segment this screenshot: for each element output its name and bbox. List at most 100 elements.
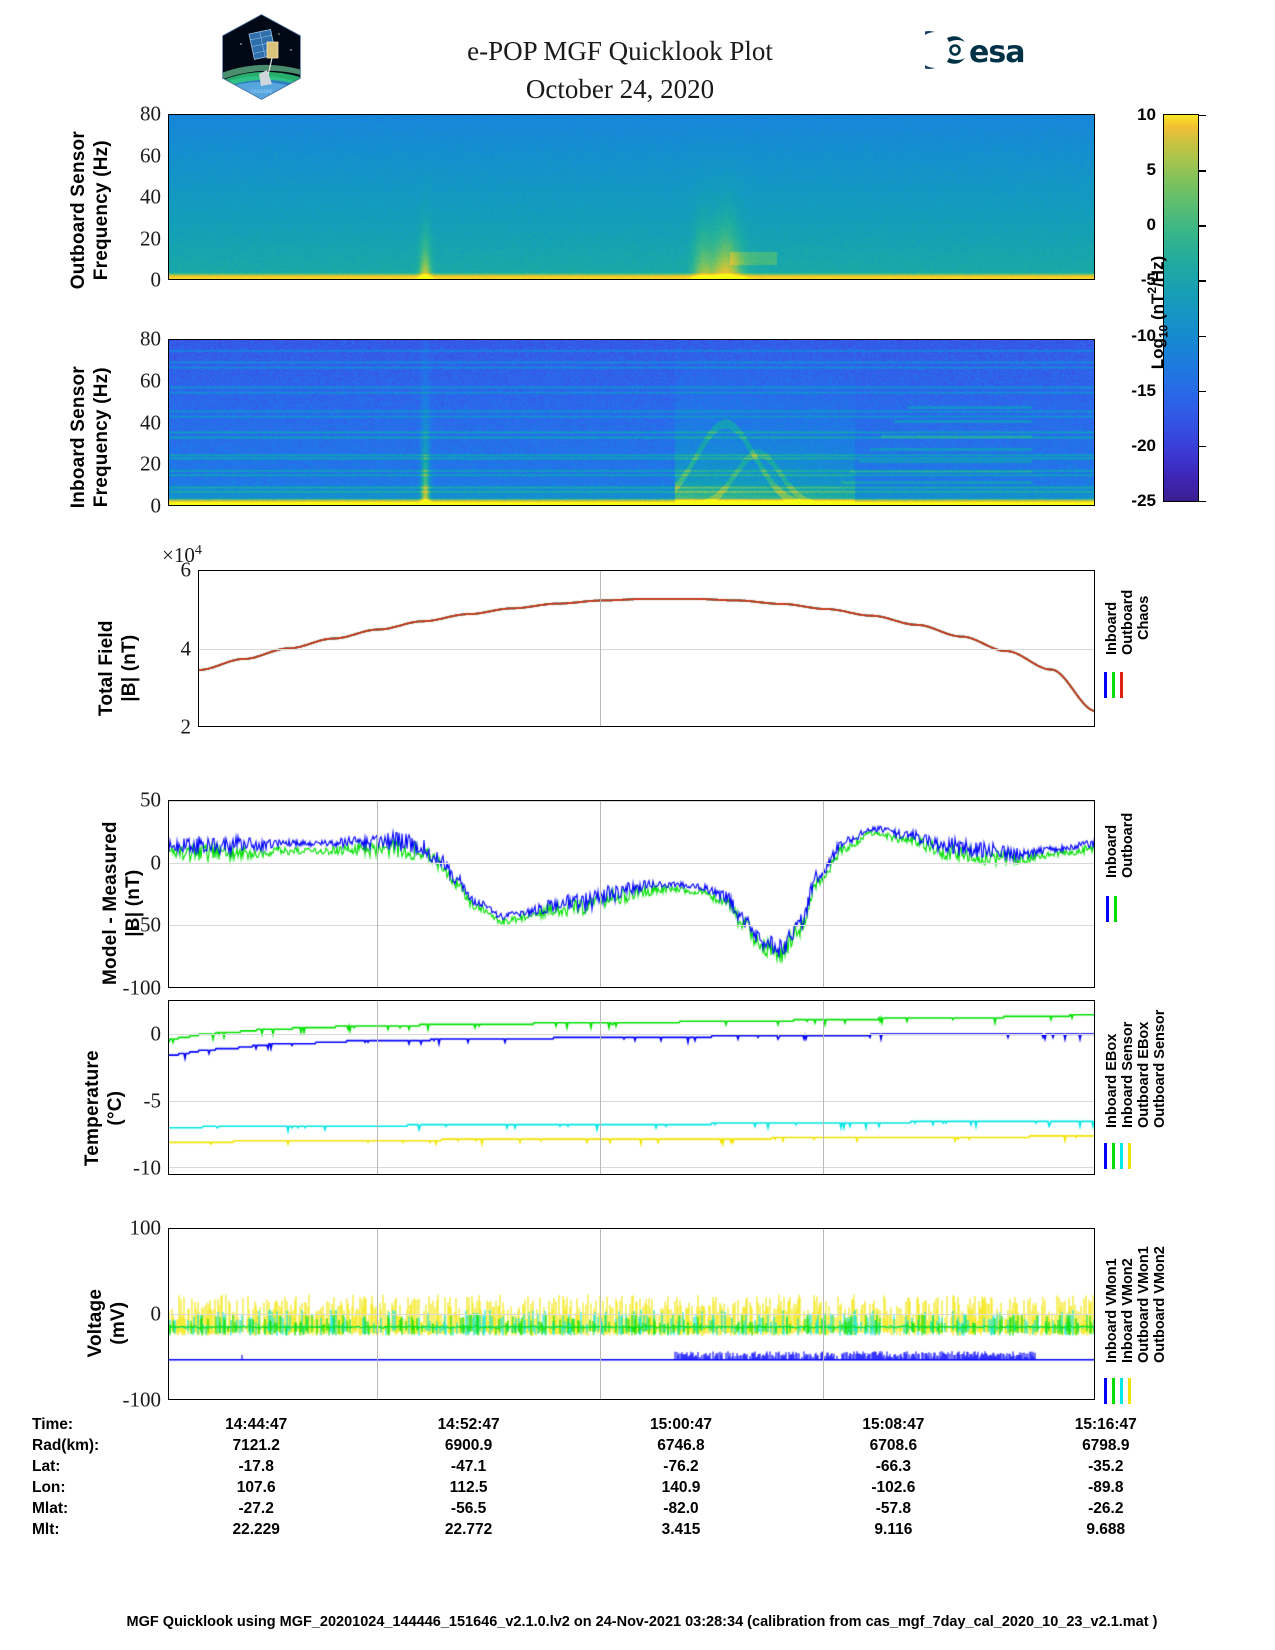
table-row-mlat: Mlat: -27.2 -56.5 -82.0 -57.8 -26.2 [32, 1498, 1212, 1519]
table-row-time: Time: 14:44:47 14:52:47 15:00:47 15:08:4… [32, 1414, 1212, 1435]
table-row-rad: Rad(km): 7121.2 6900.9 6746.8 6708.6 679… [32, 1435, 1212, 1456]
temperature-legend-inboard-sensor: Inboard Sensor [1120, 1021, 1136, 1128]
legend-swatch-outboard-ebox [1120, 1143, 1123, 1169]
cell-lon-0: 107.6 [236, 1478, 276, 1496]
model-measured-legend-outboard: Outboard [1120, 812, 1136, 878]
inboard-sensor-spectrogram [168, 339, 1095, 506]
ytick-0: 0 [150, 850, 162, 875]
cell-rad-4: 6798.9 [1082, 1436, 1130, 1454]
cell-rad-1: 6900.9 [444, 1436, 493, 1454]
row-label-mlat: Mlat: [32, 1499, 69, 1517]
total-field-legend-inboard: Inboard [1104, 601, 1120, 655]
voltage-plot [168, 1228, 1095, 1400]
ytick-60: 60 [140, 143, 161, 167]
ytick-80: 80 [140, 101, 161, 126]
ytick-40: 40 [140, 184, 161, 209]
colorbar-tick-m20: -20 [1131, 435, 1156, 455]
ytick-0: 0 [150, 1021, 162, 1046]
temperature-legend-swatches [1104, 1143, 1131, 1169]
temperature-legend-inboard-ebox: Inboard EBox [1104, 1033, 1120, 1128]
temperature-legend-outboard-ebox: Outboard EBox [1136, 1021, 1152, 1128]
legend-swatch-outboard-vmon2 [1128, 1378, 1131, 1404]
model-measured-legend-swatches [1106, 896, 1117, 922]
outboard-spec-ylabel: Outboard Sensor Frequency (Hz) [67, 131, 112, 290]
cell-lon-2: 140.9 [661, 1478, 701, 1496]
ytick-m5: -5 [143, 1088, 162, 1113]
cell-lat-3: -66.3 [875, 1457, 912, 1475]
cell-lat-0: -17.8 [238, 1457, 274, 1475]
legend-swatch-chaos [1120, 672, 1123, 698]
colorbar-tick-m5: -5 [1140, 270, 1156, 290]
row-label-lat: Lat: [32, 1457, 61, 1475]
ytick-m100: -100 [122, 975, 162, 1000]
table-row-lat: Lat: -17.8 -47.1 -76.2 -66.3 -35.2 [32, 1456, 1212, 1477]
colorbar-tick-m15: -15 [1131, 380, 1156, 400]
ytick-60: 60 [140, 368, 161, 393]
spectrogram-colorbar: 10 5 0 -5 -10 -15 -20 -25 [1131, 105, 1206, 510]
ytick-20: 20 [140, 226, 161, 250]
total-field-legend-outboard: Outboard [1120, 589, 1136, 655]
legend-swatch-inboard-vmon1 [1104, 1378, 1107, 1404]
ytick-40: 40 [140, 410, 161, 434]
ephemeris-table: Time: 14:44:47 14:52:47 15:00:47 15:08:4… [32, 1414, 1212, 1540]
legend-swatch-outboard-sensor [1128, 1143, 1131, 1169]
cell-lat-4: -35.2 [1088, 1457, 1124, 1475]
cell-mlat-4: -26.2 [1088, 1499, 1124, 1517]
row-label-rad: Rad(km): [32, 1436, 100, 1454]
svg-text:CASSIOPE: CASSIOPE [251, 89, 273, 95]
cell-mlt-2: 3.415 [661, 1520, 701, 1538]
cell-rad-2: 6746.8 [657, 1436, 705, 1454]
row-label-mlt: Mlt: [32, 1520, 60, 1538]
cell-time-3: 15:08:47 [862, 1415, 925, 1433]
total-field-ylabel: Total Field |B| (nT) [95, 620, 140, 717]
cell-rad-3: 6708.6 [869, 1436, 918, 1454]
total-field-plot [198, 570, 1095, 727]
cell-rad-0: 7121.2 [232, 1436, 280, 1454]
legend-swatch-inboard [1104, 672, 1107, 698]
cassiope-mission-logo: CASSIOPE [219, 14, 304, 100]
table-row-lon: Lon: 107.6 112.5 140.9 -102.6 -89.8 [32, 1477, 1212, 1498]
voltage-legend-inboard-vmon2: Inboard VMon2 [1120, 1258, 1136, 1363]
cell-lat-1: -47.1 [450, 1457, 487, 1475]
ytick-0: 0 [150, 493, 162, 518]
legend-swatch-outboard-vmon1 [1120, 1378, 1123, 1404]
cell-time-0: 14:44:47 [225, 1415, 288, 1433]
row-label-time: Time: [32, 1415, 74, 1433]
ytick-6: 6 [180, 557, 192, 582]
outboard-sensor-spectrogram [168, 114, 1095, 280]
voltage-legend-outboard-vmon2: Outboard VMon2 [1152, 1246, 1168, 1363]
ytick-m50: -50 [133, 912, 161, 937]
colorbar-axis-label: Log10 (nT2/Hz) [1145, 255, 1171, 370]
ytick-20: 20 [140, 451, 161, 476]
title-line-1: e-POP MGF Quicklook Plot [467, 36, 773, 66]
legend-swatch-inboard-sensor [1112, 1143, 1115, 1169]
cell-lat-2: -76.2 [663, 1457, 699, 1475]
ytick-0: 0 [150, 1301, 162, 1326]
ytick-4: 4 [180, 636, 192, 660]
cell-lon-4: -89.8 [1088, 1478, 1124, 1496]
colorbar-tick-0: 0 [1146, 215, 1156, 235]
title-line-2: October 24, 2020 [525, 74, 715, 105]
ytick-0: 0 [150, 267, 162, 292]
ytick-50: 50 [140, 787, 161, 812]
ytick-2: 2 [180, 714, 192, 739]
ytick-80: 80 [140, 326, 161, 351]
legend-swatch-outboard [1112, 672, 1115, 698]
page-title: e-POP MGF Quicklook Plot October 24, 202… [300, 32, 940, 109]
ytick-100: 100 [129, 1215, 162, 1240]
inboard-spec-ylabel: Inboard Sensor Frequency (Hz) [67, 366, 112, 509]
legend-swatch-inboard-ebox [1104, 1143, 1107, 1169]
legend-swatch-inboard-vmon2 [1112, 1378, 1115, 1404]
temperature-plot [168, 1000, 1095, 1175]
colorbar-tick-10: 10 [1137, 105, 1156, 124]
esa-logo: esa [909, 28, 1043, 72]
cell-mlt-0: 22.229 [232, 1520, 280, 1538]
colorbar-tick-m25: -25 [1131, 491, 1156, 510]
temperature-ylabel: Temperature (°C) [81, 1050, 126, 1167]
legend-swatch-outboard [1114, 896, 1117, 922]
colorbar-tick-m10: -10 [1131, 325, 1156, 345]
total-field-exponent: ×104 [162, 543, 202, 567]
cell-mlt-3: 9.116 [874, 1520, 913, 1538]
cell-time-4: 15:16:47 [1074, 1415, 1137, 1433]
cell-mlat-0: -27.2 [238, 1499, 274, 1517]
